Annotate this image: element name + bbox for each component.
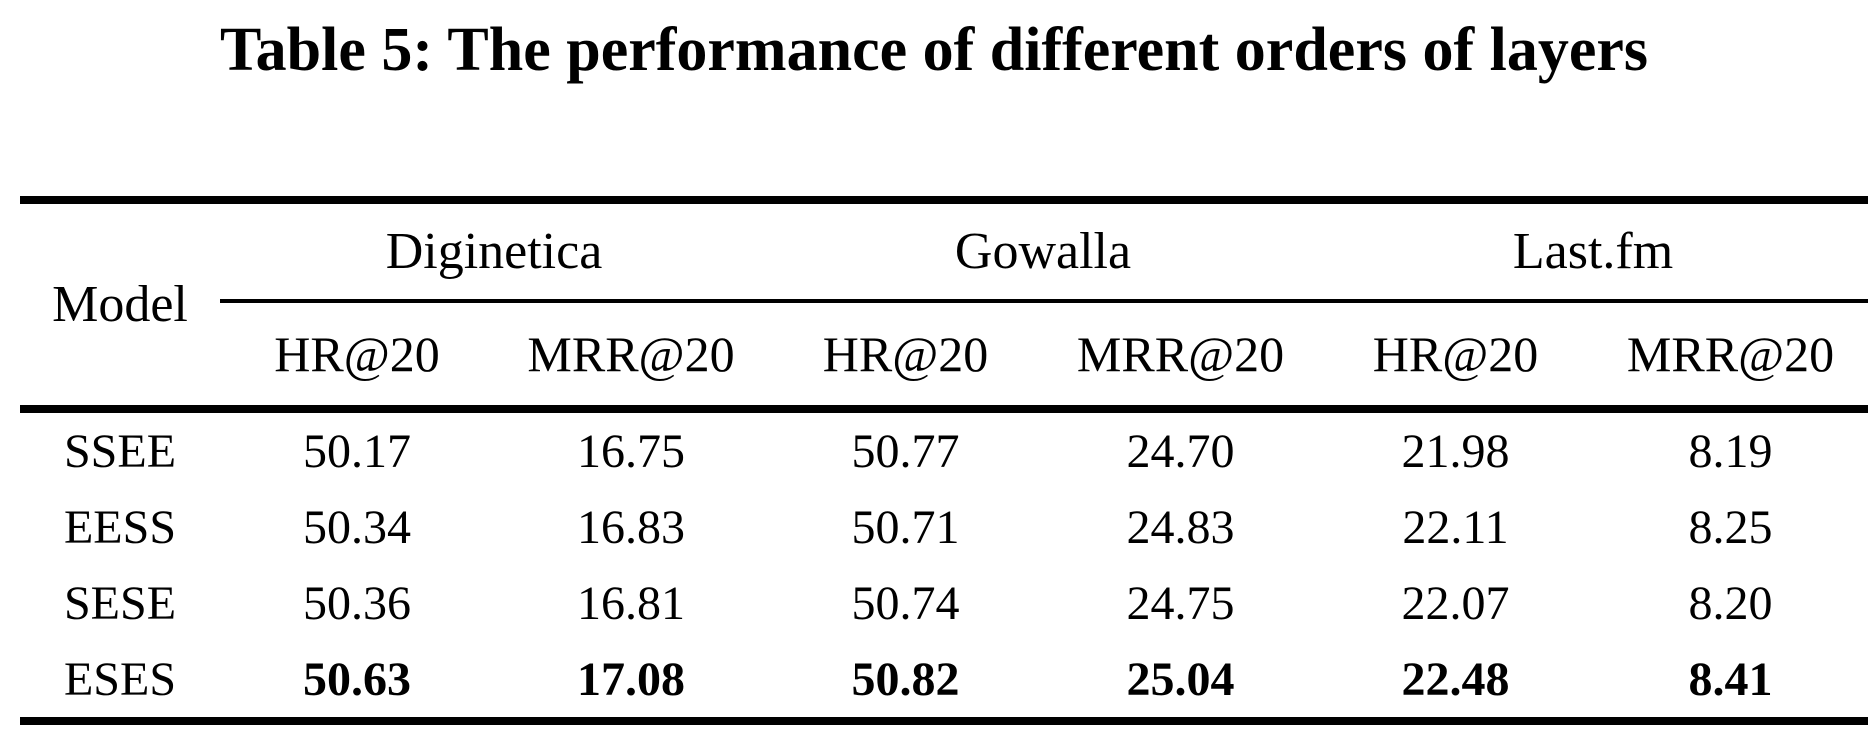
value-cell: 50.36 [303,576,411,630]
table-row-ssee: SSEE 50.17 16.75 50.77 24.70 21.98 8.19 [20,409,1868,489]
value-cell: 22.07 [1401,576,1510,630]
metric-header-row: HR@20 MRR@20 HR@20 MRR@20 HR@20 MRR@20 [20,301,1868,409]
column-header-lastfm-hr20: HR@20 [1372,326,1539,382]
column-header-model: Model [52,276,188,333]
value-cell: 50.82 [851,652,960,706]
performance-table: Model Diginetica Gowalla Last.fm HR@20 M… [20,196,1868,725]
table-body: SSEE 50.17 16.75 50.77 24.70 21.98 8.19 … [20,409,1868,721]
value-cell: 22.48 [1401,652,1510,706]
model-cell: EESS [63,500,177,554]
table-row-eses: ESES 50.63 17.08 50.82 25.04 22.48 8.41 [20,641,1868,721]
value-cell: 24.75 [1126,576,1235,630]
table-row-sese: SESE 50.36 16.81 50.74 24.75 22.07 8.20 [20,565,1868,641]
value-cell: 16.75 [577,424,685,478]
value-cell: 8.41 [1688,652,1773,706]
group-header-row: Model Diginetica Gowalla Last.fm [20,200,1868,333]
column-header-diginetica-hr20: HR@20 [274,326,440,382]
group-header-diginetica: Diginetica [220,200,768,303]
group-header-lastfm: Last.fm [1318,200,1868,303]
value-cell: 16.83 [577,500,685,554]
value-cell: 16.81 [577,576,685,630]
value-cell: 50.77 [851,424,960,478]
value-cell: 8.20 [1688,576,1773,630]
value-cell: 24.70 [1126,424,1235,478]
value-cell: 50.63 [303,652,411,706]
column-header-lastfm-mrr20: MRR@20 [1626,326,1835,382]
value-cell: 8.19 [1688,424,1773,478]
value-cell: 50.34 [303,500,411,554]
value-cell: 50.71 [851,500,960,554]
value-cell: 22.11 [1402,500,1509,554]
column-header-gowalla-hr20: HR@20 [822,326,989,382]
group-header-gowalla: Gowalla [768,200,1319,303]
value-cell: 8.25 [1688,500,1773,554]
table-row-eess: EESS 50.34 16.83 50.71 24.83 22.11 8.25 [20,489,1868,565]
model-cell: SSEE [63,424,177,478]
value-cell: 50.74 [851,576,960,630]
value-cell: 25.04 [1126,652,1235,706]
table-header: Model Diginetica Gowalla Last.fm HR@20 M… [20,200,1868,409]
value-cell: 17.08 [577,652,685,706]
table-caption: Table 5: The performance of different or… [219,16,1649,84]
model-cell: ESES [63,652,177,706]
value-cell: 24.83 [1126,500,1235,554]
value-cell: 50.17 [303,424,411,478]
value-cell: 21.98 [1401,424,1510,478]
column-header-gowalla-mrr20: MRR@20 [1076,326,1285,382]
model-cell: SESE [63,576,177,630]
column-header-diginetica-mrr20: MRR@20 [527,326,735,382]
